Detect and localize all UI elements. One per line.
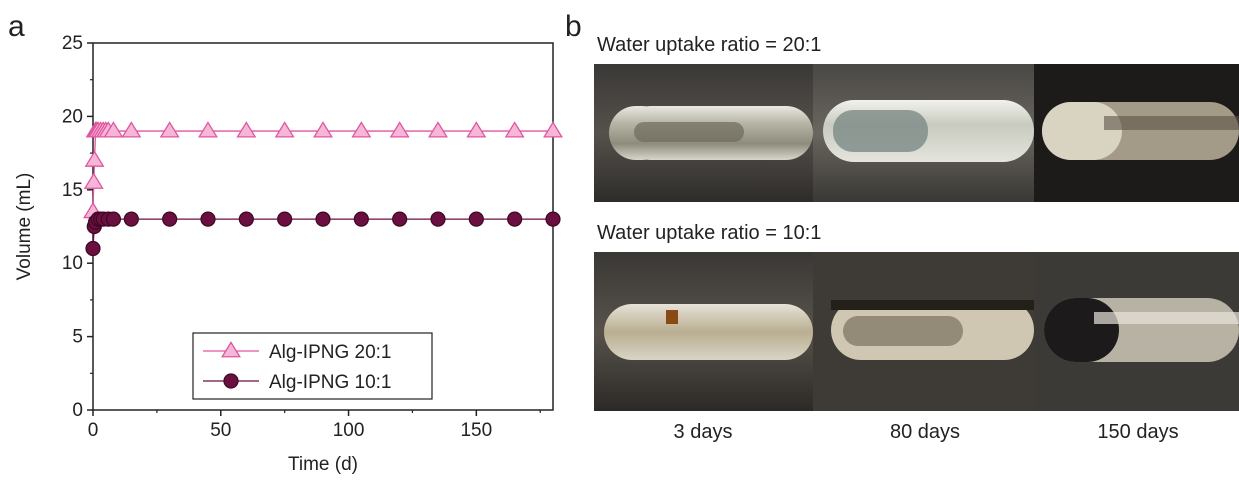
data-point-0 [84,150,105,167]
data-point-1 [353,211,369,227]
x-tick-label: 50 [210,420,231,441]
data-point-1 [200,211,216,227]
data-point-1 [162,211,178,227]
data-point-1 [105,211,122,227]
x-tick-label: 150 [460,420,492,441]
data-point-0 [313,121,333,138]
data-point-0 [543,121,563,138]
data-point-0 [389,121,410,138]
time-label-3-days: 3 days [673,421,733,443]
photo-20-1-150-days [1034,64,1239,202]
photo-20-1-80-days [813,64,1034,202]
legend-marker-0 [221,341,241,358]
x-tick-label: 100 [333,420,365,441]
data-point-1 [507,211,523,227]
data-point-1 [85,240,101,257]
row2-caption: Water uptake ratio = 10:1 [597,222,822,244]
legend-marker-1 [223,373,239,389]
y-tick-label: 25 [62,33,83,54]
data-point-0 [351,121,372,138]
data-point-1 [430,211,446,227]
y-axis-label: Volume (mL) [14,173,35,281]
photo-10-1-80-days [813,252,1034,411]
data-point-0 [159,121,180,138]
panel-a-letter: a [8,10,25,43]
data-point-1 [392,211,408,227]
photo-10-1-150-days [1034,252,1239,411]
data-point-0 [83,172,104,189]
volume-chart: 0 5 10 15 20 25 0 50 100 150 Time (d) Volume (mL) Al… [14,33,563,475]
x-axis-label: Time (d) [288,454,358,475]
row1-caption: Water uptake ratio = 20:1 [597,34,822,56]
data-point-1 [545,211,561,227]
y-tick-label: 20 [62,106,83,127]
data-point-0 [103,121,124,138]
y-tick-label: 5 [72,327,83,348]
photo-10-1-3-days [594,252,813,411]
data-point-1 [468,211,484,227]
data-point-0 [121,121,142,138]
data-point-0 [504,121,525,138]
legend-label-0: Alg-IPNG 20:1 [269,342,392,363]
time-label-80-days: 80 days [889,421,961,443]
series-line-0 [92,130,553,212]
data-point-0 [428,121,448,138]
x-tick-label: 0 [88,420,99,441]
data-point-0 [466,121,487,138]
panel-b-letter: b [565,10,582,43]
data-point-1 [123,211,139,227]
data-point-1 [277,211,293,227]
data-point-1 [238,211,254,227]
photo-20-1-3-days [594,64,813,202]
data-point-0 [236,121,257,138]
time-label-150-days: 150 days [1097,421,1179,443]
data-point-1 [315,211,331,227]
y-tick-label: 10 [62,253,83,274]
data-point-0 [274,121,295,138]
y-tick-label: 15 [62,180,83,201]
legend-label-1: Alg-IPNG 10:1 [269,372,392,393]
y-tick-label: 0 [72,400,83,421]
data-point-0 [198,121,218,138]
